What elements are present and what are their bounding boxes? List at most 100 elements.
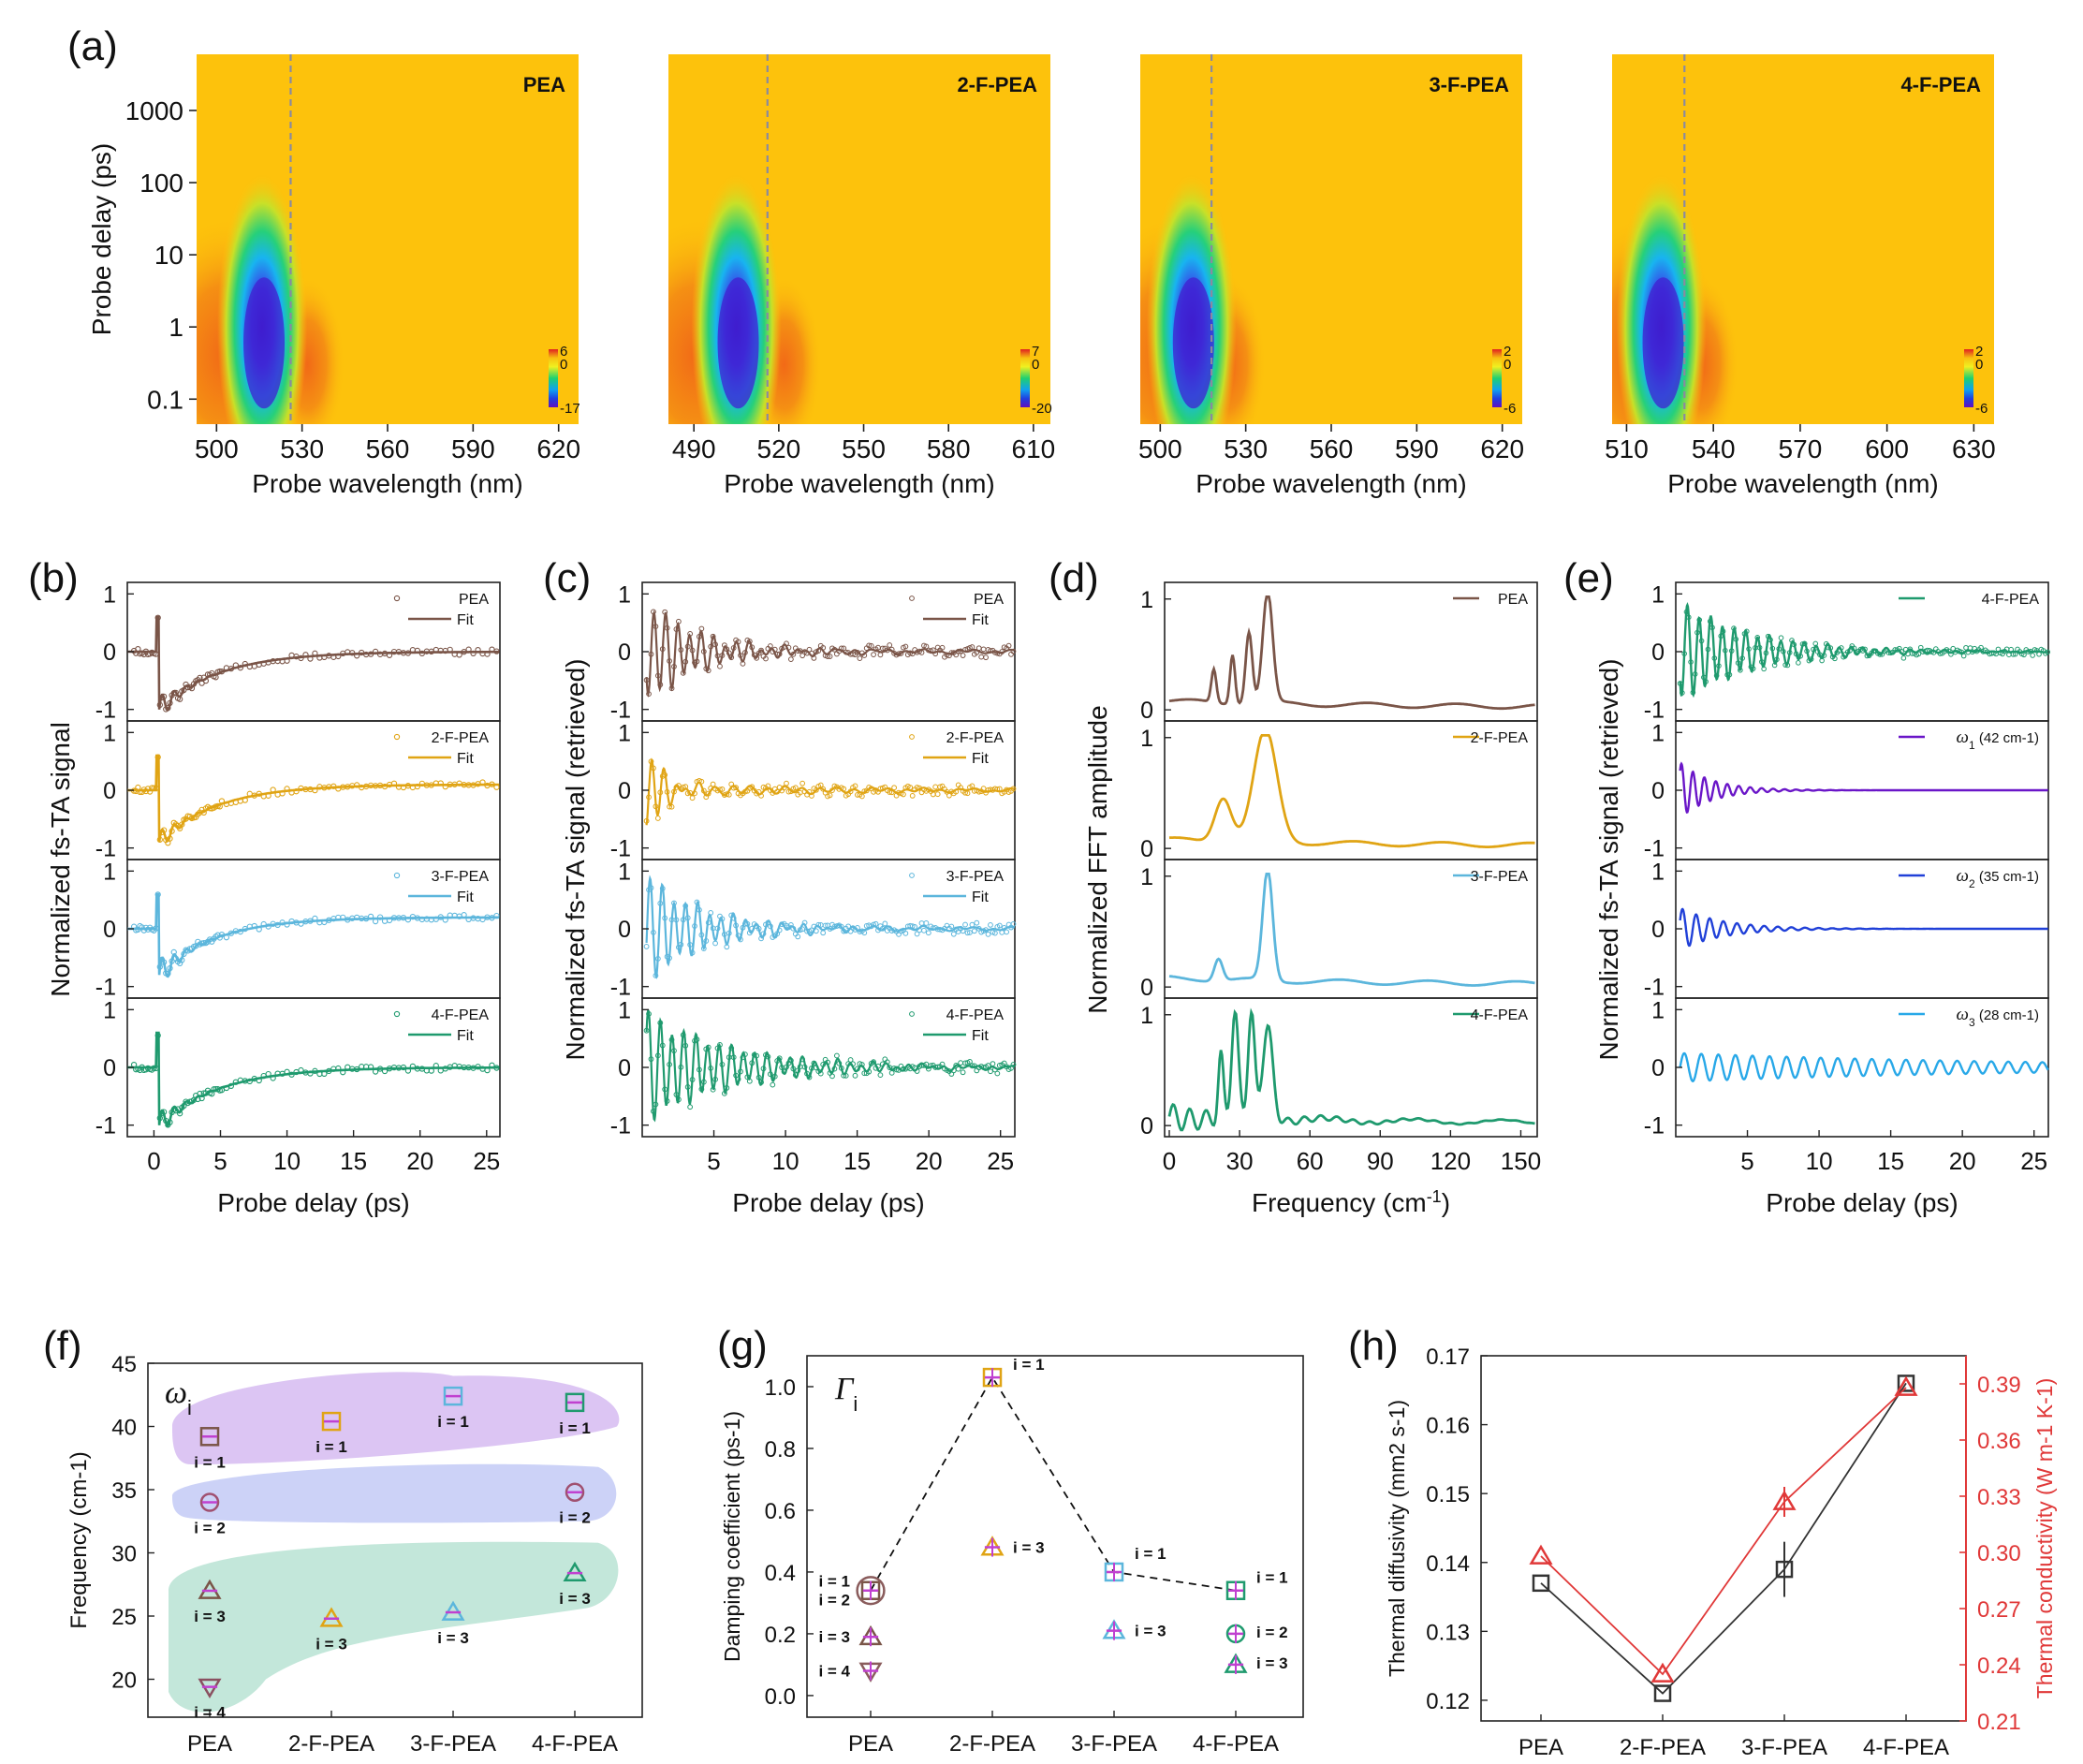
data-point (404, 917, 412, 923)
data-point (893, 1066, 900, 1073)
data-point (1001, 925, 1007, 931)
data-point (160, 1109, 168, 1115)
data-point (866, 1068, 873, 1075)
data-point (1685, 614, 1692, 621)
data-point (165, 704, 171, 712)
data-point (648, 1056, 654, 1063)
data-point (724, 944, 730, 950)
data-point (843, 649, 849, 655)
data-point (950, 1067, 957, 1074)
x-tick-label: 2-F-PEA (949, 1731, 1035, 1757)
x-tick-label: 620 (536, 434, 580, 463)
y-axis-label: Probe delay (ps) (87, 143, 116, 335)
data-marker-shape (1775, 1560, 1794, 1579)
data-point (1960, 653, 1967, 659)
data-point (404, 1067, 412, 1074)
data-point (868, 642, 874, 649)
data-point (673, 626, 680, 632)
y-tick-label: -1 (610, 1113, 631, 1139)
data-point (1759, 659, 1765, 665)
fit-line (127, 615, 500, 712)
data-point (170, 690, 177, 697)
series-3-F-PEA: 3-F-PEA Fit (127, 869, 500, 978)
data-point (719, 1061, 726, 1067)
data-point (836, 1060, 843, 1066)
point-marker (565, 1482, 585, 1502)
point-marker (563, 1561, 587, 1581)
data-marker-shape (1653, 1684, 1672, 1702)
y-tick-label: 1 (1140, 1003, 1153, 1029)
data-point (847, 1057, 854, 1063)
colorbar-max: 6 (560, 344, 567, 360)
legend-fit-label: Fit (972, 1028, 989, 1044)
x-tick-label: 20 (406, 1147, 433, 1175)
data-point (708, 643, 714, 650)
data-point (1963, 644, 1969, 651)
data-point (809, 650, 814, 656)
data-point (684, 915, 691, 921)
data-point (740, 924, 746, 931)
y-tick-label: 1000 (125, 96, 183, 125)
heatmap-bleach-core (243, 277, 286, 409)
data-point (841, 645, 847, 652)
data-point (1832, 655, 1838, 662)
y-tick-label: 1 (103, 997, 116, 1023)
data-point (721, 642, 727, 649)
axes-frame (1480, 1355, 1967, 1722)
data-point (251, 922, 257, 930)
data-point (921, 927, 927, 933)
point-label: i = 3 (559, 1590, 591, 1608)
data-point (195, 1095, 201, 1103)
data-point (437, 914, 444, 920)
y-axis-label: Normalized fs-TA signal (46, 722, 75, 997)
series-w2: ω2 (35 cm-1) (1679, 866, 2048, 948)
point-label: i = 1 (1013, 1356, 1045, 1374)
colorbar-max: 7 (1032, 344, 1039, 360)
y2-axis-label: Thermal conductivity (W m-1 K-1) (2032, 1378, 2057, 1699)
data-point (946, 792, 952, 799)
data-point (298, 920, 304, 927)
data-point (312, 1067, 318, 1074)
x-tick-label: 3-F-PEA (410, 1731, 496, 1757)
point-label: i = 3 (437, 1629, 469, 1647)
data-point (700, 648, 707, 654)
point-label: i = 1 (818, 1573, 850, 1591)
point-marker (198, 1579, 222, 1599)
data-point (653, 1101, 659, 1108)
legend-data-label: 2-F-PEA (946, 730, 1005, 746)
x-tick-label: 630 (1952, 434, 1996, 463)
data-point (988, 1068, 993, 1075)
y-axis-label: Thermal diffusivity (mm2 s-1) (1385, 1400, 1409, 1677)
data-point (662, 1086, 668, 1093)
data-point (654, 1052, 661, 1059)
data-point (2008, 646, 2014, 653)
x-tick-label: 20 (1949, 1147, 1976, 1175)
data-point (855, 1066, 860, 1072)
y-tick-label: 0 (1140, 1113, 1153, 1139)
data-point (765, 783, 771, 789)
data-point (675, 1096, 682, 1103)
heatmap-4-F-PEA: 4-F-PEA 20 -6 510 540 570 600 630 Probe waveleng… (1605, 54, 1996, 498)
y-tick-label: 0 (103, 778, 116, 804)
point-marker-shape (321, 1411, 342, 1432)
data-point (829, 1073, 835, 1080)
data-point (442, 917, 448, 923)
data-point (668, 685, 675, 692)
x-axis-label: Probe wavelength (nm) (252, 469, 522, 498)
data-point (298, 1066, 304, 1074)
y-tick-label: -1 (95, 1113, 116, 1139)
data-point (697, 1066, 702, 1073)
data-point (1728, 648, 1735, 654)
data-point (829, 787, 835, 794)
data-point (847, 788, 854, 795)
data-point (1701, 674, 1707, 681)
data-point (1978, 644, 1984, 651)
data-point (2036, 651, 2042, 657)
data-point (790, 1066, 797, 1072)
data-point (820, 644, 827, 651)
y-tick-label: 0 (1651, 778, 1665, 804)
data-point (664, 625, 670, 631)
spectrum-line (1168, 873, 1535, 987)
data-point (2012, 651, 2018, 657)
data-point (917, 785, 922, 791)
